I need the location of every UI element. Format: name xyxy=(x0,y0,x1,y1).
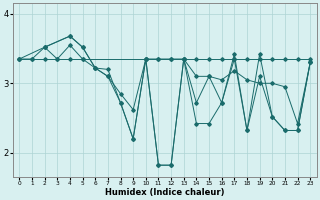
X-axis label: Humidex (Indice chaleur): Humidex (Indice chaleur) xyxy=(105,188,225,197)
